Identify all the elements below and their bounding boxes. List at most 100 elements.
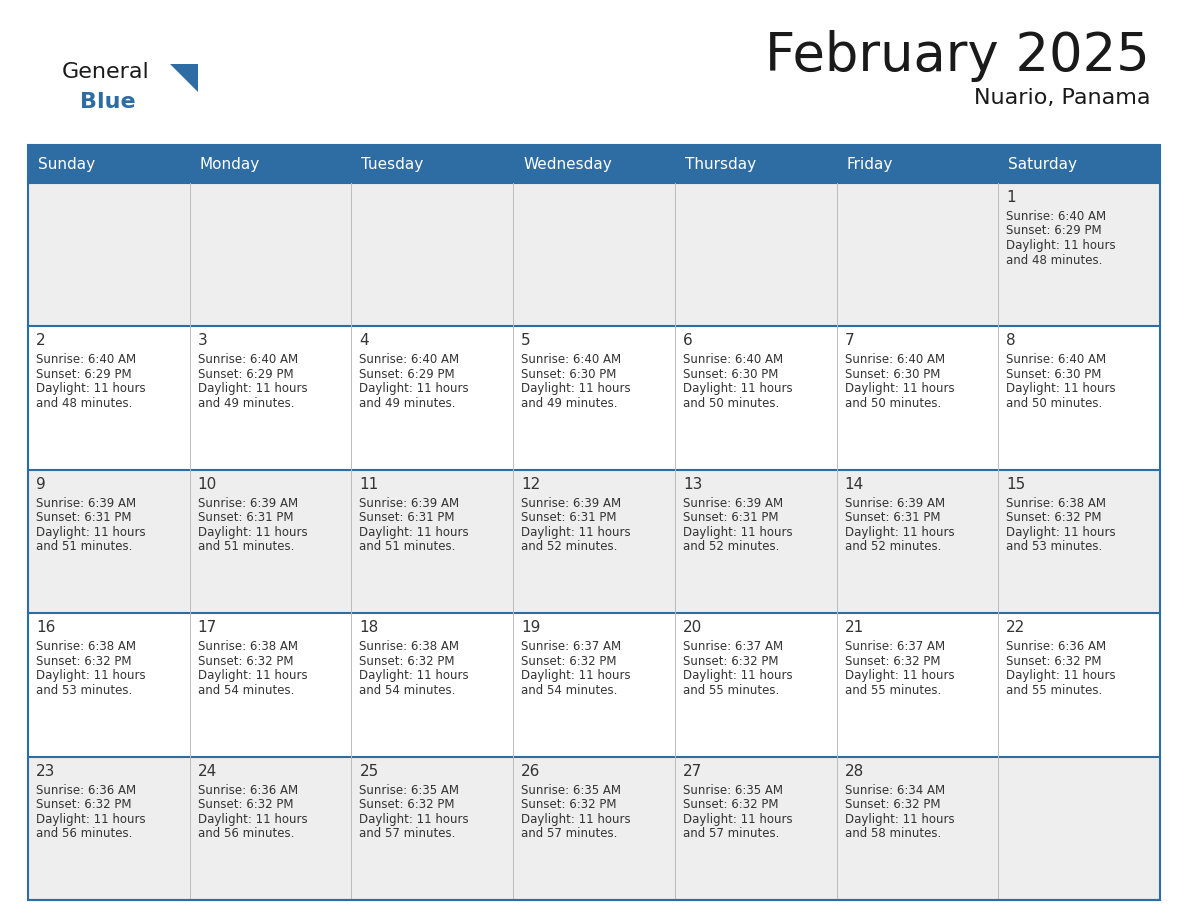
Text: Sunrise: 6:34 AM: Sunrise: 6:34 AM [845, 784, 944, 797]
Text: and 58 minutes.: and 58 minutes. [845, 827, 941, 840]
Text: Daylight: 11 hours: Daylight: 11 hours [845, 812, 954, 825]
Text: and 53 minutes.: and 53 minutes. [36, 684, 132, 697]
Text: Sunset: 6:32 PM: Sunset: 6:32 PM [36, 798, 132, 812]
Text: and 48 minutes.: and 48 minutes. [1006, 253, 1102, 266]
Text: and 51 minutes.: and 51 minutes. [197, 541, 295, 554]
Text: Sunrise: 6:38 AM: Sunrise: 6:38 AM [36, 640, 135, 654]
Text: 7: 7 [845, 333, 854, 349]
Text: Sunset: 6:32 PM: Sunset: 6:32 PM [1006, 511, 1101, 524]
Text: and 53 minutes.: and 53 minutes. [1006, 541, 1102, 554]
Bar [513, 145, 675, 183]
Bar [29, 183, 1159, 327]
Text: Saturday: Saturday [1009, 156, 1078, 172]
Text: and 55 minutes.: and 55 minutes. [1006, 684, 1102, 697]
Text: Sunset: 6:29 PM: Sunset: 6:29 PM [1006, 225, 1102, 238]
Text: 18: 18 [360, 621, 379, 635]
Text: and 50 minutes.: and 50 minutes. [845, 397, 941, 410]
Point [345, 177, 359, 188]
Text: Tuesday: Tuesday [361, 156, 424, 172]
Text: and 57 minutes.: and 57 minutes. [683, 827, 779, 840]
Text: Sunset: 6:31 PM: Sunset: 6:31 PM [845, 511, 940, 524]
Text: 16: 16 [36, 621, 56, 635]
Text: 9: 9 [36, 476, 46, 492]
Text: Daylight: 11 hours: Daylight: 11 hours [360, 669, 469, 682]
Text: Daylight: 11 hours: Daylight: 11 hours [522, 812, 631, 825]
Text: Sunset: 6:31 PM: Sunset: 6:31 PM [522, 511, 617, 524]
Text: Daylight: 11 hours: Daylight: 11 hours [1006, 239, 1116, 252]
Text: 14: 14 [845, 476, 864, 492]
Text: and 54 minutes.: and 54 minutes. [360, 684, 456, 697]
Text: and 50 minutes.: and 50 minutes. [683, 397, 779, 410]
Text: 12: 12 [522, 476, 541, 492]
Text: 21: 21 [845, 621, 864, 635]
Text: General: General [62, 62, 150, 82]
Text: Sunrise: 6:37 AM: Sunrise: 6:37 AM [845, 640, 944, 654]
Text: Sunrise: 6:35 AM: Sunrise: 6:35 AM [683, 784, 783, 797]
Text: Sunday: Sunday [38, 156, 95, 172]
Text: Sunrise: 6:38 AM: Sunrise: 6:38 AM [1006, 497, 1106, 509]
Text: and 57 minutes.: and 57 minutes. [360, 827, 456, 840]
Bar [190, 145, 352, 183]
Point [829, 177, 843, 188]
Text: and 55 minutes.: and 55 minutes. [845, 684, 941, 697]
Point [183, 894, 197, 905]
Text: Sunrise: 6:40 AM: Sunrise: 6:40 AM [1006, 210, 1106, 223]
Text: Sunrise: 6:38 AM: Sunrise: 6:38 AM [360, 640, 460, 654]
Text: Daylight: 11 hours: Daylight: 11 hours [522, 526, 631, 539]
Text: Daylight: 11 hours: Daylight: 11 hours [845, 526, 954, 539]
Text: Sunset: 6:29 PM: Sunset: 6:29 PM [360, 368, 455, 381]
Text: and 52 minutes.: and 52 minutes. [683, 541, 779, 554]
Text: February 2025: February 2025 [765, 30, 1150, 82]
Text: Daylight: 11 hours: Daylight: 11 hours [683, 526, 792, 539]
Text: and 55 minutes.: and 55 minutes. [683, 684, 779, 697]
Text: Daylight: 11 hours: Daylight: 11 hours [197, 526, 308, 539]
Text: Sunrise: 6:37 AM: Sunrise: 6:37 AM [522, 640, 621, 654]
Text: Daylight: 11 hours: Daylight: 11 hours [683, 812, 792, 825]
Bar [29, 470, 1159, 613]
Text: and 51 minutes.: and 51 minutes. [360, 541, 456, 554]
Text: 4: 4 [360, 333, 369, 349]
Text: Daylight: 11 hours: Daylight: 11 hours [1006, 526, 1116, 539]
Text: Sunset: 6:32 PM: Sunset: 6:32 PM [845, 655, 940, 667]
Text: Sunrise: 6:40 AM: Sunrise: 6:40 AM [683, 353, 783, 366]
Text: Nuario, Panama: Nuario, Panama [973, 88, 1150, 108]
Text: Sunrise: 6:37 AM: Sunrise: 6:37 AM [683, 640, 783, 654]
Text: Sunrise: 6:36 AM: Sunrise: 6:36 AM [197, 784, 298, 797]
Text: Sunset: 6:32 PM: Sunset: 6:32 PM [522, 655, 617, 667]
Text: Daylight: 11 hours: Daylight: 11 hours [1006, 383, 1116, 396]
Text: Sunrise: 6:39 AM: Sunrise: 6:39 AM [197, 497, 298, 509]
Text: Sunset: 6:32 PM: Sunset: 6:32 PM [197, 655, 293, 667]
Text: 24: 24 [197, 764, 217, 778]
Point [506, 894, 520, 905]
Text: Daylight: 11 hours: Daylight: 11 hours [683, 669, 792, 682]
Bar [998, 145, 1159, 183]
Point [345, 894, 359, 905]
Bar [29, 145, 1159, 900]
Text: Sunrise: 6:39 AM: Sunrise: 6:39 AM [845, 497, 944, 509]
Text: Daylight: 11 hours: Daylight: 11 hours [197, 812, 308, 825]
Text: Wednesday: Wednesday [523, 156, 612, 172]
Point [183, 177, 197, 188]
Point [991, 894, 1005, 905]
Text: Daylight: 11 hours: Daylight: 11 hours [1006, 669, 1116, 682]
Text: 11: 11 [360, 476, 379, 492]
Text: 15: 15 [1006, 476, 1025, 492]
Text: Sunset: 6:30 PM: Sunset: 6:30 PM [522, 368, 617, 381]
Text: Sunset: 6:31 PM: Sunset: 6:31 PM [360, 511, 455, 524]
Text: 28: 28 [845, 764, 864, 778]
Text: 27: 27 [683, 764, 702, 778]
Text: and 54 minutes.: and 54 minutes. [522, 684, 618, 697]
Text: Sunrise: 6:38 AM: Sunrise: 6:38 AM [197, 640, 298, 654]
Text: and 49 minutes.: and 49 minutes. [360, 397, 456, 410]
Bar [29, 145, 190, 183]
Text: Daylight: 11 hours: Daylight: 11 hours [197, 383, 308, 396]
Text: Sunrise: 6:36 AM: Sunrise: 6:36 AM [1006, 640, 1106, 654]
Text: Daylight: 11 hours: Daylight: 11 hours [522, 669, 631, 682]
Bar [29, 327, 1159, 470]
Text: 19: 19 [522, 621, 541, 635]
Bar [29, 756, 1159, 900]
Text: Sunrise: 6:39 AM: Sunrise: 6:39 AM [36, 497, 137, 509]
Text: Daylight: 11 hours: Daylight: 11 hours [845, 383, 954, 396]
Text: 10: 10 [197, 476, 217, 492]
Text: Sunrise: 6:36 AM: Sunrise: 6:36 AM [36, 784, 137, 797]
